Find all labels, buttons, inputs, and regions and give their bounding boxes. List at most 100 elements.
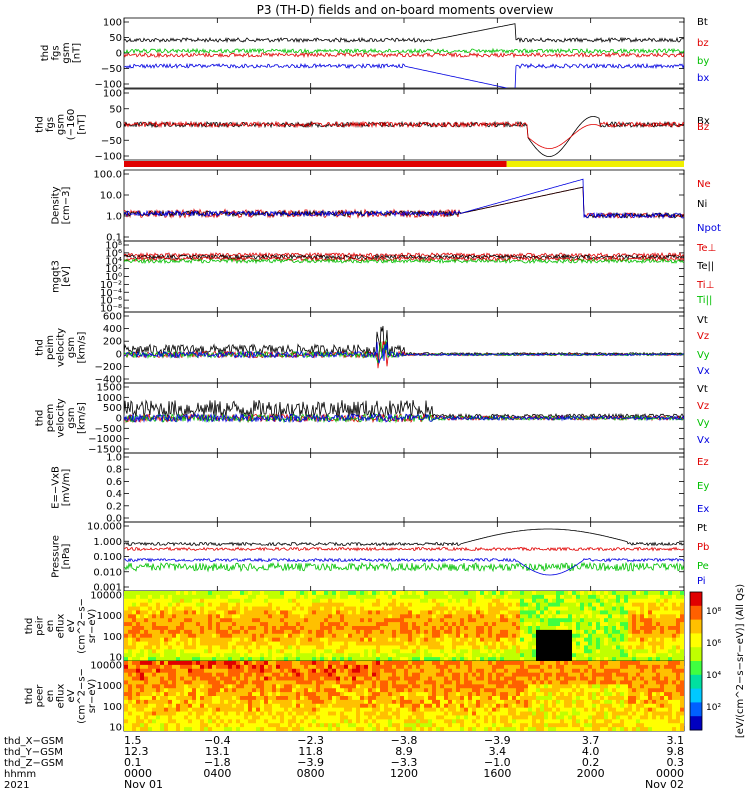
heatmap-cell <box>404 711 409 717</box>
heatmap-cell <box>580 594 585 600</box>
heatmap-cell <box>504 692 509 697</box>
heatmap-cell <box>484 657 489 661</box>
heatmap-cell <box>240 680 245 685</box>
heatmap-cell <box>192 711 197 717</box>
heatmap-cell <box>136 723 141 728</box>
heatmap-cell <box>248 645 253 650</box>
heatmap-cell <box>336 664 341 670</box>
heatmap-cell <box>392 641 397 647</box>
heatmap-cell <box>552 641 557 647</box>
heatmap-cell <box>396 715 401 720</box>
heatmap-cell <box>220 657 225 661</box>
heatmap-cell <box>296 723 301 728</box>
heatmap-cell <box>436 598 441 604</box>
heatmap-cell <box>680 645 684 650</box>
heatmap-cell <box>500 688 505 693</box>
heatmap-cell <box>644 606 649 612</box>
heatmap-cell <box>560 622 565 627</box>
heatmap-cell <box>244 614 249 619</box>
heatmap-cell <box>544 703 549 709</box>
heatmap-cell <box>136 715 141 720</box>
heatmap-cell <box>652 594 657 600</box>
heatmap-cell <box>464 606 469 612</box>
heatmap-cell <box>168 676 173 682</box>
heatmap-cell <box>172 598 177 604</box>
heatmap-cell <box>404 626 409 631</box>
heatmap-cell <box>176 676 181 682</box>
heatmap-cell <box>360 723 365 728</box>
heatmap-cell <box>212 672 217 678</box>
heatmap-cell <box>192 692 197 697</box>
heatmap-cell <box>232 688 237 693</box>
heatmap-cell <box>180 696 185 701</box>
heatmap-cell <box>380 633 385 639</box>
heatmap-cell <box>596 657 601 661</box>
heatmap-cell <box>568 594 573 600</box>
heatmap-cell <box>400 707 405 713</box>
heatmap-cell <box>264 649 269 654</box>
heatmap-cell <box>240 727 245 731</box>
heatmap-cell <box>384 591 389 596</box>
heatmap-cell <box>416 629 421 635</box>
heatmap-cell <box>564 649 569 654</box>
heatmap-cell <box>576 641 581 647</box>
heatmap-cell <box>396 672 401 678</box>
heatmap-cell <box>340 703 345 709</box>
heatmap-cell <box>276 641 281 647</box>
heatmap-cell <box>460 727 465 731</box>
heatmap-cell <box>232 676 237 682</box>
heatmap-cell <box>368 606 373 612</box>
heatmap-cell <box>636 626 641 631</box>
heatmap-cell <box>304 657 309 661</box>
heatmap-cell <box>360 664 365 670</box>
heatmap-cell <box>380 594 385 600</box>
heatmap-cell <box>432 711 437 717</box>
heatmap-cell <box>568 680 573 685</box>
heatmap-cell <box>432 715 437 720</box>
heatmap-cell <box>284 680 289 685</box>
heatmap-cell <box>244 606 249 612</box>
heatmap-cell <box>208 598 213 604</box>
heatmap-cell <box>568 610 573 615</box>
heatmap-cell <box>256 711 261 717</box>
heatmap-cell <box>552 661 557 666</box>
y-axis-label-line: velocity <box>56 398 67 437</box>
heatmap-cell <box>680 606 684 612</box>
heatmap-cell <box>188 692 193 697</box>
heatmap-cell <box>480 723 485 728</box>
heatmap-cell <box>608 606 613 612</box>
heatmap-cell <box>308 657 313 661</box>
heatmap-cell <box>320 680 325 685</box>
heatmap-cell <box>412 618 417 623</box>
data-layer <box>124 23 684 88</box>
heatmap-cell <box>508 641 513 647</box>
heatmap-cell <box>208 645 213 650</box>
heatmap-cell <box>532 606 537 612</box>
heatmap-cell <box>288 676 293 682</box>
heatmap-cell <box>508 618 513 623</box>
heatmap-cell <box>220 626 225 631</box>
heatmap-cell <box>200 711 205 717</box>
heatmap-cell <box>344 602 349 608</box>
heatmap-cell <box>312 723 317 728</box>
heatmap-cell <box>544 622 549 627</box>
heatmap-cell <box>360 622 365 627</box>
heatmap-cell <box>172 672 177 678</box>
heatmap-cell <box>180 715 185 720</box>
heatmap-cell <box>544 668 549 674</box>
heatmap-cell <box>432 629 437 635</box>
heatmap-cell <box>668 594 673 600</box>
heatmap-cell <box>680 614 684 619</box>
heatmap-cell <box>336 661 341 666</box>
heatmap-cell <box>380 641 385 647</box>
heatmap-cell <box>124 645 129 650</box>
heatmap-cell <box>416 622 421 627</box>
heatmap-cell <box>340 672 345 678</box>
heatmap-cell <box>240 668 245 674</box>
heatmap-cell <box>320 711 325 717</box>
heatmap-cell <box>204 661 209 666</box>
heatmap-cell <box>196 699 201 705</box>
heatmap-cell <box>444 614 449 619</box>
heatmap-cell <box>524 629 529 635</box>
heatmap-cell <box>548 626 553 631</box>
